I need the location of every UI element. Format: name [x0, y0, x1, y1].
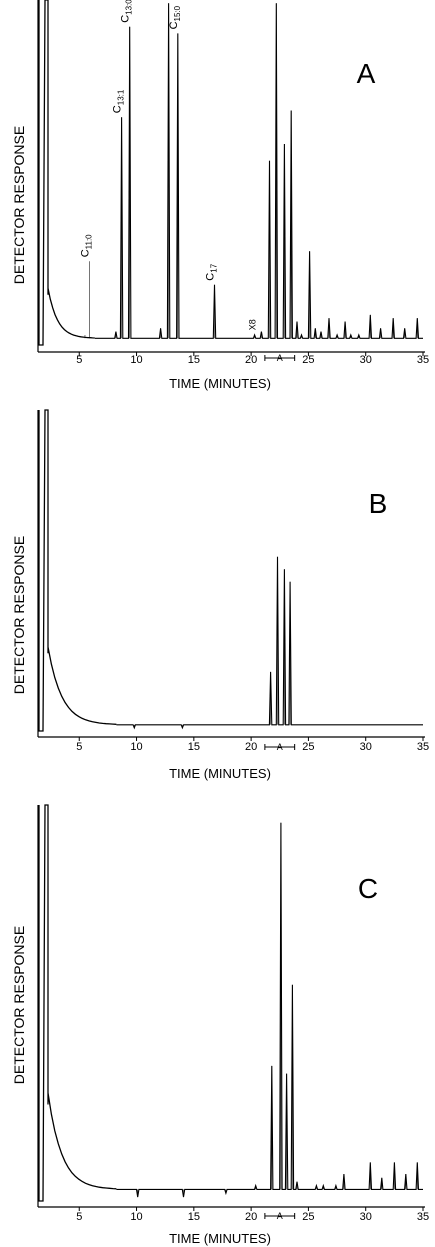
y-axis-label: DETECTOR RESPONSE [11, 126, 27, 284]
bracket-label: A [277, 742, 283, 752]
svg-text:C13:0: C13:0 [120, 0, 134, 23]
peak-label: C11:0 [80, 234, 94, 257]
solvent-front-trace [38, 409, 117, 732]
peak-label: C17 [205, 263, 219, 280]
x-tick-label: 30 [360, 1211, 372, 1223]
x-tick-label: 10 [130, 741, 142, 753]
panel-letter: B [369, 488, 388, 519]
gain-mark-label: X8 [247, 319, 257, 330]
x-axis-label: TIME (MINUTES) [169, 766, 271, 781]
chromatogram-trace [94, 3, 423, 339]
plot-layer: 5 10 15 20 25 30 35 A [37, 804, 429, 1223]
x-tick-label: 25 [302, 741, 314, 753]
x-tick-label: 35 [417, 1211, 429, 1223]
chromatogram-panel-c: DETECTOR RESPONSE C TIME (MINUTES) 5 10 15… [11, 804, 429, 1246]
solvent-front-trace [38, 804, 117, 1202]
peak-label: C13:1 [112, 89, 126, 113]
plot-layer: 5 10 15 20 25 30 35 C11:0 C13:1 C13:0 C15:0 C17 X8 A [37, 0, 429, 366]
solvent-front-trace [38, 0, 95, 346]
bracket-label: A [277, 1211, 283, 1221]
x-tick-label: 25 [302, 1211, 314, 1223]
x-tick-label: 25 [302, 354, 314, 366]
chromatogram-panel-a: DETECTOR RESPONSE A TIME (MINUTES) 5 10 15… [11, 0, 429, 391]
svg-text:C13:1: C13:1 [112, 89, 126, 113]
panel-letter: A [357, 58, 376, 89]
x-tick-label: 10 [130, 354, 142, 366]
plot-layer: 5 10 15 20 25 30 35 A [37, 409, 429, 753]
svg-text:C17: C17 [205, 263, 219, 280]
svg-text:C15:0: C15:0 [168, 5, 182, 29]
x-tick-label: 20 [245, 741, 257, 753]
chromatogram-trace [116, 556, 423, 730]
chromatogram-trace [116, 822, 423, 1198]
peak-label: C13:0 [120, 0, 134, 23]
bracket-label: A [277, 353, 283, 363]
chromatogram-panel-b: DETECTOR RESPONSE B TIME (MINUTES) 5 10 15… [11, 409, 429, 781]
x-tick-label: 35 [417, 741, 429, 753]
y-axis-label: DETECTOR RESPONSE [11, 926, 27, 1084]
x-tick-label: 5 [76, 354, 82, 366]
x-tick-label: 20 [245, 1211, 257, 1223]
x-axis-label: TIME (MINUTES) [169, 376, 271, 391]
x-tick-label: 15 [188, 741, 200, 753]
y-axis-label: DETECTOR RESPONSE [11, 536, 27, 694]
peak-label: C15:0 [168, 5, 182, 29]
x-tick-label: 5 [76, 1211, 82, 1223]
x-tick-label: 15 [188, 354, 200, 366]
svg-text:C11:0: C11:0 [80, 234, 94, 257]
x-tick-label: 30 [360, 354, 372, 366]
x-tick-label: 20 [245, 354, 257, 366]
x-tick-label: 35 [417, 354, 429, 366]
x-tick-label: 15 [188, 1211, 200, 1223]
x-tick-label: 5 [76, 741, 82, 753]
x-axis-label: TIME (MINUTES) [169, 1231, 271, 1246]
x-tick-label: 30 [360, 741, 372, 753]
panel-letter: C [358, 873, 378, 904]
x-tick-label: 10 [130, 1211, 142, 1223]
